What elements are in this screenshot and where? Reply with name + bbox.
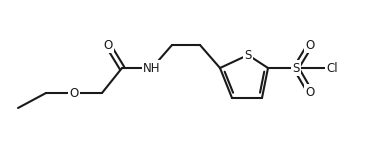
Text: NH: NH (143, 61, 161, 75)
Text: O: O (103, 39, 113, 51)
Text: O: O (306, 86, 315, 98)
Text: O: O (306, 39, 315, 51)
Text: S: S (244, 49, 252, 61)
Text: O: O (69, 86, 79, 100)
Text: Cl: Cl (326, 61, 338, 75)
Text: S: S (292, 61, 300, 75)
